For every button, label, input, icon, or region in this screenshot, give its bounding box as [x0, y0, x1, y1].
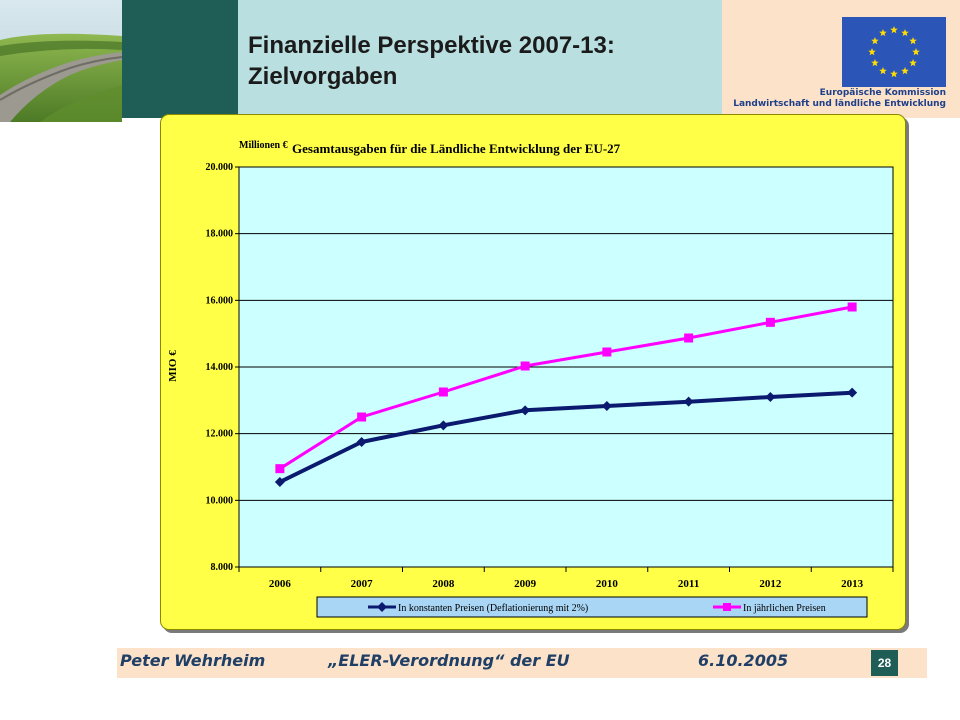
eu-star-icon	[871, 37, 879, 45]
data-point-constant	[438, 420, 449, 431]
eu-flag-icon	[842, 17, 946, 87]
eu-star-icon	[879, 67, 887, 75]
eu-star-icon	[879, 28, 887, 37]
series-group	[274, 302, 858, 487]
data-point-constant	[274, 477, 285, 487]
data-point-annual	[438, 387, 448, 397]
eu-star-icon	[890, 26, 898, 34]
header-band-light	[238, 0, 722, 118]
eu-star-icon	[901, 28, 909, 37]
data-point-constant	[683, 396, 694, 407]
legend-label-constant: In konstanten Preisen (Deflationierung m…	[398, 603, 588, 614]
legend-marker-annual	[723, 603, 731, 611]
x-tick-label: 2013	[841, 578, 864, 590]
series-line-annual	[279, 305, 853, 470]
chart-title: Gesamtausgaben für die Ländliche Entwick…	[292, 141, 621, 156]
footer-date: 6.10.2005	[698, 651, 789, 670]
footer-bar	[117, 648, 927, 678]
x-tick-label: 2007	[351, 578, 374, 590]
gridlines	[239, 233, 893, 501]
legend-label-annual: In jährlichen Preisen	[743, 603, 826, 614]
chart-unit-label: Millionen €	[239, 140, 288, 151]
y-axis-ticks: 8.000 10.000 12.000 14.000 16.000 18.000 20.00…	[206, 162, 239, 573]
series-line-constant	[279, 390, 853, 484]
y-tick-label: 8.000	[211, 562, 234, 573]
eu-star-icon	[890, 70, 898, 78]
line-chart: Millionen € Gesamtausgaben für die Ländl…	[167, 140, 894, 618]
chart-panel: Millionen € Gesamtausgaben für die Ländl…	[160, 114, 906, 630]
data-point-annual	[275, 464, 285, 474]
legend: In konstanten Preisen (Deflationierung m…	[316, 596, 868, 618]
legend-box	[316, 596, 868, 618]
data-point-annual	[357, 412, 367, 422]
y-axis-label: MIO €	[167, 350, 179, 382]
eu-star-icon	[912, 48, 920, 56]
data-point-annual	[684, 333, 694, 343]
y-tick-label: 12.000	[206, 429, 234, 440]
eu-star-icon	[901, 67, 909, 75]
x-tick-label: 2012	[759, 578, 782, 590]
x-tick-label: 2009	[514, 578, 537, 590]
slide-title-line2: Zielvorgaben	[248, 63, 398, 90]
x-tick-label: 2010	[596, 578, 619, 590]
eu-star-icon	[868, 48, 876, 56]
logo-line1: Europäische Kommission	[819, 88, 946, 98]
y-tick-label: 16.000	[206, 295, 234, 306]
data-point-annual	[520, 361, 530, 371]
page-number: 28	[871, 650, 898, 676]
data-point-constant	[356, 437, 367, 447]
y-tick-label: 18.000	[206, 229, 234, 240]
data-point-constant	[847, 387, 858, 398]
eu-star-icon	[909, 37, 917, 45]
slide-title: Finanzielle Perspektive 2007-13: Zielvor…	[248, 30, 718, 92]
logo-line2: Landwirtschaft und ländliche Entwicklung	[733, 99, 946, 109]
footer-author: Peter Wehrheim	[120, 651, 266, 670]
eu-star-icon	[909, 59, 917, 67]
data-point-annual	[847, 302, 857, 312]
y-tick-label: 10.000	[206, 495, 234, 506]
slide-title-line1: Finanzielle Perspektive 2007-13:	[248, 32, 615, 59]
header-band-dark	[122, 0, 238, 118]
x-tick-label: 2006	[269, 578, 292, 590]
landscape-photo	[0, 0, 122, 122]
x-axis-ticks: 2006 2007 2008 2009 2010 2011 2012 2013	[238, 567, 894, 590]
data-point-constant	[765, 392, 776, 402]
data-point-constant	[601, 401, 612, 411]
data-point-constant	[520, 405, 531, 416]
eu-commission-logo-text: Europäische Kommission Landwirtschaft un…	[733, 88, 946, 110]
x-tick-label: 2008	[432, 578, 455, 590]
y-tick-label: 20.000	[206, 162, 234, 173]
y-tick-label: 14.000	[206, 362, 234, 373]
data-point-annual	[765, 317, 775, 327]
legend-marker-constant	[377, 602, 387, 612]
footer-subject: „ELER-Verordnung“ der EU	[328, 651, 570, 670]
eu-star-icon	[871, 59, 879, 67]
data-point-annual	[602, 347, 612, 357]
x-tick-label: 2011	[678, 578, 699, 590]
